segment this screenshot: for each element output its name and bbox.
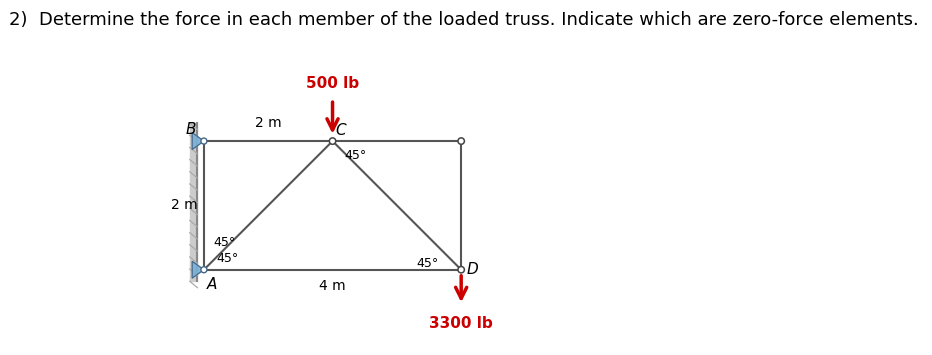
Text: B: B	[185, 121, 197, 137]
Text: 45°: 45°	[217, 252, 239, 265]
Text: 500 lb: 500 lb	[306, 76, 359, 91]
Circle shape	[329, 138, 336, 144]
Text: 2)  Determine the force in each member of the loaded truss. Indicate which are z: 2) Determine the force in each member of…	[9, 11, 919, 29]
Text: D: D	[466, 262, 478, 277]
Text: A: A	[207, 278, 217, 293]
Circle shape	[201, 138, 207, 144]
Circle shape	[458, 138, 464, 144]
Text: 45°: 45°	[212, 236, 235, 249]
Text: 45°: 45°	[417, 257, 438, 270]
Circle shape	[201, 267, 207, 273]
Circle shape	[458, 267, 464, 273]
Text: C: C	[336, 123, 347, 138]
Polygon shape	[192, 261, 204, 278]
Text: 45°: 45°	[344, 149, 366, 163]
Polygon shape	[192, 133, 204, 149]
Text: 2 m: 2 m	[255, 116, 281, 130]
Text: 4 m: 4 m	[320, 279, 346, 293]
Bar	[190, 123, 198, 281]
Text: 2 m: 2 m	[171, 198, 198, 212]
Text: 3300 lb: 3300 lb	[430, 316, 493, 331]
